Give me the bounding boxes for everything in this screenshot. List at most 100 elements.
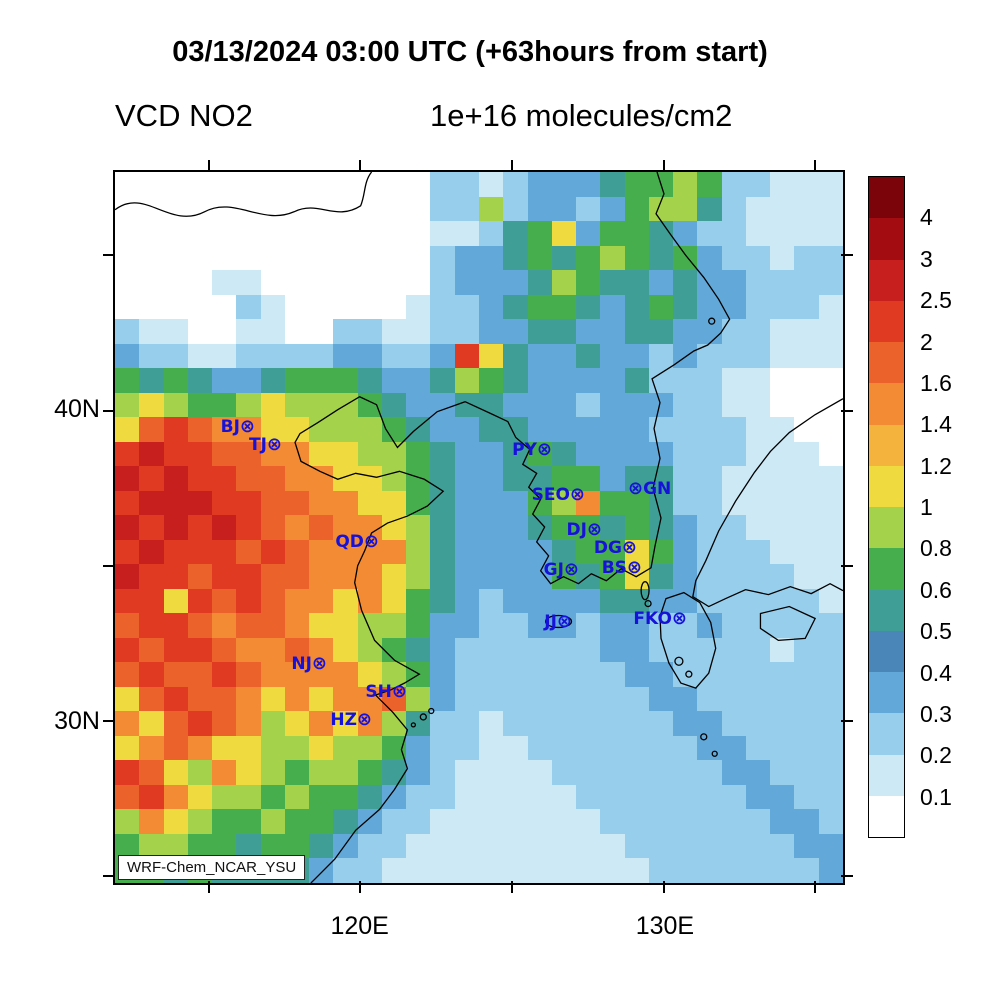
heatmap-cell <box>212 196 237 222</box>
station-marker-icon: ⊗ <box>536 439 552 460</box>
axis-tick <box>841 719 853 722</box>
heatmap-cell <box>454 760 479 785</box>
heatmap-cell <box>406 196 431 222</box>
heatmap-cell <box>551 784 577 810</box>
station-marker-icon: ⊗ <box>556 611 572 632</box>
heatmap-cell <box>236 735 261 761</box>
coastline-islet <box>700 733 708 741</box>
heatmap-cell <box>236 539 261 565</box>
heatmap-cell <box>139 417 164 442</box>
heatmap-cell <box>357 245 382 271</box>
heatmap-cell <box>212 270 237 295</box>
heatmap-cell <box>381 613 407 638</box>
coastline-islet <box>685 670 693 678</box>
heatmap-cell <box>770 466 795 491</box>
heatmap-cell <box>770 490 795 516</box>
heatmap-cell <box>163 270 188 295</box>
heatmap-cell <box>721 637 746 663</box>
heatmap-cell <box>430 564 455 589</box>
heatmap-cell <box>212 417 237 442</box>
heatmap-cell <box>236 466 261 491</box>
heatmap-cell <box>721 711 746 736</box>
heatmap-cell <box>648 490 674 516</box>
heatmap-cell <box>333 515 358 540</box>
heatmap-cell <box>478 490 504 516</box>
station-name: BJ <box>220 417 240 437</box>
heatmap-cell <box>527 294 552 320</box>
axis-tick <box>103 564 113 567</box>
heatmap-cell <box>503 245 528 271</box>
heatmap-cell <box>697 490 722 516</box>
heatmap-cell <box>697 417 722 442</box>
heatmap-cell <box>551 539 577 565</box>
heatmap-cell <box>697 735 722 761</box>
heatmap-cell <box>624 319 649 344</box>
heatmap-cell <box>357 539 382 565</box>
heatmap-cell <box>745 196 771 222</box>
variable-label: VCD NO2 <box>115 98 253 133</box>
station-label-tj: TJ ⊗ <box>249 435 282 455</box>
heatmap-cell <box>187 441 213 467</box>
heatmap-cell <box>406 245 431 271</box>
x-axis-label-120e: 120E <box>330 912 389 940</box>
heatmap-cell <box>454 172 479 197</box>
heatmap-cell <box>430 343 455 369</box>
heatmap-cell <box>284 319 310 344</box>
heatmap-cell <box>236 490 261 516</box>
heatmap-cell <box>163 294 188 320</box>
colorbar-tick-label: 1.2 <box>920 452 952 479</box>
station-name: SEO <box>531 485 570 505</box>
heatmap-cell <box>527 270 552 295</box>
heatmap-cell <box>576 172 601 197</box>
heatmap-cell <box>115 441 140 467</box>
heatmap-cell <box>697 466 722 491</box>
heatmap-cell <box>309 245 334 271</box>
heatmap-cell <box>430 196 455 222</box>
heatmap-cell <box>454 441 479 467</box>
heatmap-cell <box>600 392 625 418</box>
heatmap-cell <box>576 466 601 491</box>
heatmap-cell <box>818 294 843 320</box>
heatmap-cell <box>333 245 358 271</box>
heatmap-cell <box>115 221 140 246</box>
heatmap-cell <box>309 221 334 246</box>
heatmap-cell <box>745 637 771 663</box>
heatmap-cell <box>794 466 819 491</box>
heatmap-cell <box>818 809 843 834</box>
heatmap-cell <box>430 858 455 883</box>
heatmap-cell <box>770 637 795 663</box>
heatmap-cell <box>624 245 649 271</box>
heatmap-cell <box>673 711 698 736</box>
heatmap-cell <box>430 784 455 810</box>
heatmap-cell <box>309 662 334 687</box>
heatmap-cell <box>818 588 843 614</box>
heatmap-cell <box>163 809 188 834</box>
heatmap-cell <box>139 196 164 222</box>
station-marker-icon: ⊗ <box>569 484 585 505</box>
map-frame: BJ ⊗ TJ ⊗ PY ⊗ SEO ⊗ ⊗ GN DJ ⊗ DG ⊗ QD ⊗ GJ ⊗ BS ⊗ JJ ⊗ FKO ⊗ NJ… <box>103 160 853 893</box>
heatmap-cell <box>260 539 285 565</box>
heatmap-cell <box>527 490 552 516</box>
heatmap-cell <box>187 833 213 859</box>
heatmap-cell <box>260 245 285 271</box>
heatmap-cell <box>406 539 431 565</box>
heatmap-cell <box>139 637 164 663</box>
station-name: QD <box>335 532 364 552</box>
heatmap-cell <box>309 833 334 859</box>
heatmap-cell <box>527 196 552 222</box>
heatmap-cell <box>503 588 528 614</box>
heatmap-cell <box>527 221 552 246</box>
heatmap-cell <box>236 613 261 638</box>
heatmap-cell <box>357 466 382 491</box>
heatmap-cell <box>770 294 795 320</box>
heatmap-cell <box>478 760 504 785</box>
axis-tick <box>511 160 514 170</box>
heatmap-cell <box>794 343 819 369</box>
heatmap-cell <box>260 392 285 418</box>
heatmap-cell <box>527 662 552 687</box>
heatmap-cell <box>576 662 601 687</box>
heatmap-cell <box>770 760 795 785</box>
heatmap-cell <box>187 662 213 687</box>
heatmap-cell <box>163 833 188 859</box>
heatmap-cell <box>478 588 504 614</box>
